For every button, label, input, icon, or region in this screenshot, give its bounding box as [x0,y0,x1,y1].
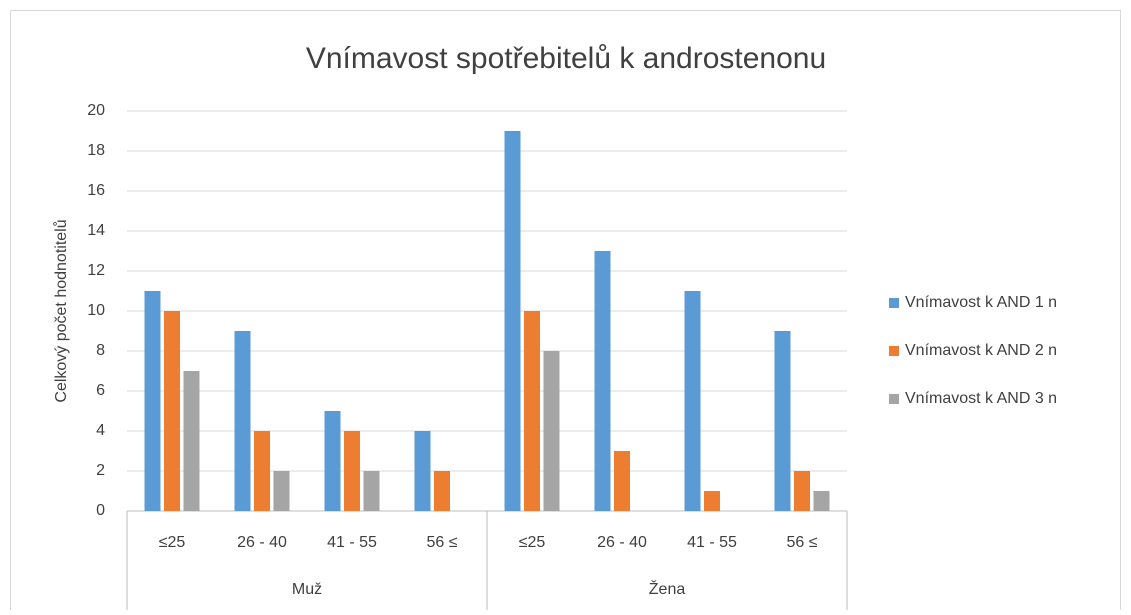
y-tick-label: 10 [87,302,105,319]
y-tick-label: 4 [96,422,105,439]
bar [164,311,180,511]
y-tick-label: 12 [87,262,105,279]
y-tick-label: 8 [96,342,105,359]
legend-label: Vnímavost k AND 2 n [905,342,1057,359]
bar [234,331,251,511]
x-tick-label: 56 ≤ [786,534,817,551]
y-tick-label: 18 [87,142,105,159]
bar [324,411,341,511]
bar [594,251,611,511]
bar [344,431,360,511]
y-tick-label: 0 [96,502,105,519]
x-tick-label: 56 ≤ [426,534,457,551]
bar [504,131,521,511]
legend-swatch [889,346,899,356]
bar [684,291,701,511]
legend-label: Vnímavost k AND 3 n [905,390,1057,407]
x-tick-label: 41 - 55 [687,534,737,551]
bar [543,351,560,511]
bar [363,471,380,511]
bar [273,471,290,511]
bar [254,431,270,511]
y-tick-label: 14 [87,222,105,239]
bar [794,471,810,511]
x-tick-label: 41 - 55 [327,534,377,551]
x-tick-label: 26 - 40 [597,534,647,551]
y-tick-label: 16 [87,182,105,199]
x-tick-label: ≤25 [159,534,186,551]
group-label: Muž [292,581,322,598]
y-tick-label: 2 [96,462,105,479]
bar [813,491,830,511]
bar [144,291,161,511]
bar [704,491,720,511]
bar [414,431,431,511]
y-tick-label: 6 [96,382,105,399]
bar [774,331,791,511]
legend-swatch [889,394,899,404]
y-tick-label: 20 [87,102,105,119]
group-label: Žena [649,579,686,598]
bar [614,451,630,511]
bar [183,371,200,511]
bar [524,311,540,511]
bar [434,471,450,511]
x-tick-label: 26 - 40 [237,534,287,551]
chart-title: Vnímavost spotřebitelů k androstenonu [306,42,826,75]
legend-label: Vnímavost k AND 1 n [905,294,1057,311]
x-tick-label: ≤25 [519,534,546,551]
legend-swatch [889,298,899,308]
y-axis-label: Celkový počet hodnotitelů [52,219,70,402]
